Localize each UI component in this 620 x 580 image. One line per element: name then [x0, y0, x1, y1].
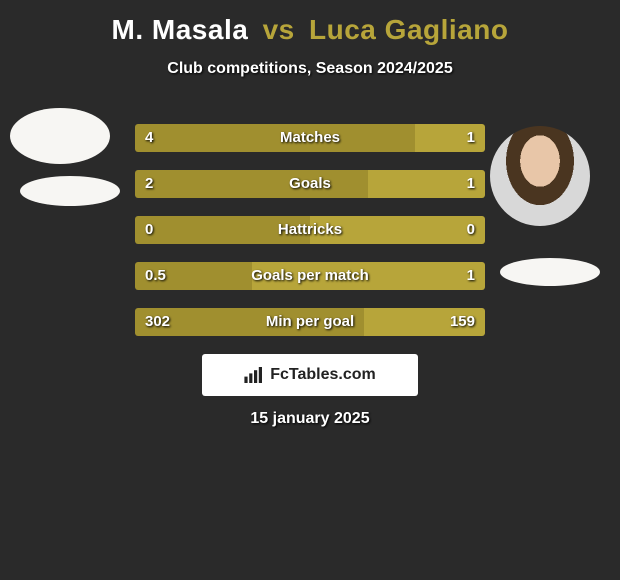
- bars-icon: [244, 367, 264, 383]
- player1-name: M. Masala: [112, 14, 249, 45]
- stat-row: 0.51Goals per match: [135, 262, 485, 290]
- stat-label: Min per goal: [135, 308, 485, 336]
- vs-separator: vs: [263, 14, 295, 45]
- stat-row: 21Goals: [135, 170, 485, 198]
- stat-label: Matches: [135, 124, 485, 152]
- player2-name: Luca Gagliano: [309, 14, 508, 45]
- subtitle: Club competitions, Season 2024/2025: [0, 60, 620, 78]
- brand-text: FcTables.com: [270, 366, 376, 384]
- player2-avatar: [490, 126, 590, 226]
- date: 15 january 2025: [0, 410, 620, 428]
- player1-avatar-shadow: [20, 176, 120, 206]
- comparison-title: M. Masala vs Luca Gagliano: [0, 0, 620, 46]
- player2-avatar-shadow: [500, 258, 600, 286]
- stat-label: Goals per match: [135, 262, 485, 290]
- stat-row: 41Matches: [135, 124, 485, 152]
- stat-row: 00Hattricks: [135, 216, 485, 244]
- player1-avatar: [10, 108, 110, 164]
- stat-label: Goals: [135, 170, 485, 198]
- stat-label: Hattricks: [135, 216, 485, 244]
- stat-rows-container: 41Matches 21Goals 00Hattricks 0.51Goals per…: [135, 124, 485, 354]
- stat-row: 302159Min per goal: [135, 308, 485, 336]
- brand-box: FcTables.com: [202, 354, 418, 396]
